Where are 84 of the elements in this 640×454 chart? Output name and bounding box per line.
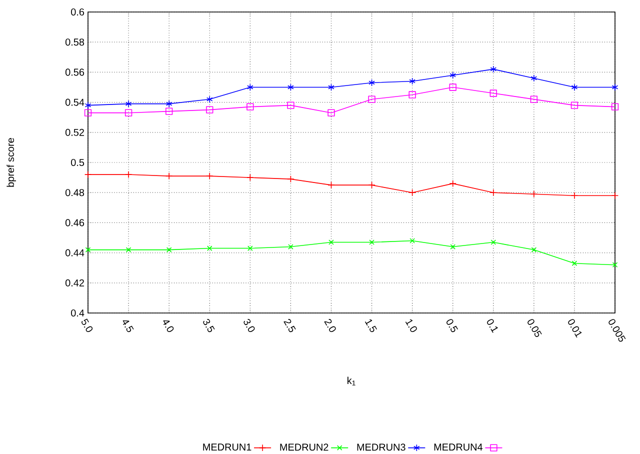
point [450,244,456,250]
point [206,106,214,114]
point [369,240,374,245]
legend-label: MEDRUN2 [280,444,328,451]
x-tick-label: 4.0 [163,320,174,332]
point [570,192,578,200]
legend-label: MEDRUN3 [357,444,406,451]
y-tick-label: 0.4 [71,309,84,317]
point [206,246,212,251]
point [368,96,376,103]
point [328,240,334,245]
point [287,175,294,183]
point [490,66,497,73]
point [288,84,294,91]
x-tick-label: 5.0 [82,318,93,332]
point [570,102,578,109]
point [409,78,416,85]
y-tick-label: 0.42 [65,279,84,286]
point [124,109,132,116]
y-tick-label: 0.46 [65,219,84,226]
x-tick-label: 4.5 [122,320,134,332]
point [166,100,172,108]
point [611,103,619,110]
point [206,96,213,103]
point [165,108,173,115]
y-tick-label: 0.56 [65,68,84,76]
point [530,190,538,198]
point [408,91,416,98]
point [246,103,254,110]
point [287,102,294,109]
point [490,90,497,97]
legend-label: MEDRUN1 [203,444,252,451]
point [572,260,578,266]
point [124,170,132,178]
y-tick-label: 0.6 [71,8,84,16]
x-tick-label: 1.0 [405,319,417,332]
point [449,180,456,188]
point [328,181,335,189]
point [368,181,376,189]
y-tick-label: 0.48 [65,189,84,196]
point [368,79,375,86]
point [328,84,334,91]
point [612,84,618,91]
point [246,84,254,91]
x-tick-label: 2.0 [324,319,336,332]
point [490,240,496,245]
point [530,74,538,82]
y-tick-label: 0.52 [65,128,84,136]
point [410,238,415,244]
point [85,247,91,252]
point [490,189,497,196]
x-tick-label: 3.5 [203,318,215,332]
point [126,247,132,252]
y-axis-title: bpref score [6,138,16,187]
point [84,170,92,178]
point [206,172,214,180]
y-tick-label: 0.5 [71,158,84,166]
x-tick-label: 0.5 [446,319,458,332]
point [165,172,173,180]
x-tick-label: 1.5 [364,319,377,332]
point [530,96,538,103]
point [84,109,92,116]
y-tick-label: 0.44 [65,249,84,256]
x-tick-label: 0.1 [487,319,498,333]
x-tick-label: 2.5 [284,319,296,332]
point [328,109,335,116]
point [248,246,253,251]
point [450,72,456,79]
point [408,189,416,196]
x-tick-label: 3.0 [244,318,255,332]
point [166,247,172,252]
point [531,247,537,252]
point [612,262,618,268]
x-axis-title: k$_{1}$ [347,376,356,386]
y-tick-label: 0.58 [65,38,84,46]
point [571,84,578,91]
point [449,84,456,91]
point [84,102,92,109]
point [125,100,132,108]
y-tick-label: 0.54 [65,98,84,106]
legend-label: MEDRUN4 [434,444,483,451]
point [288,244,294,250]
point [611,192,619,200]
point [246,174,254,182]
